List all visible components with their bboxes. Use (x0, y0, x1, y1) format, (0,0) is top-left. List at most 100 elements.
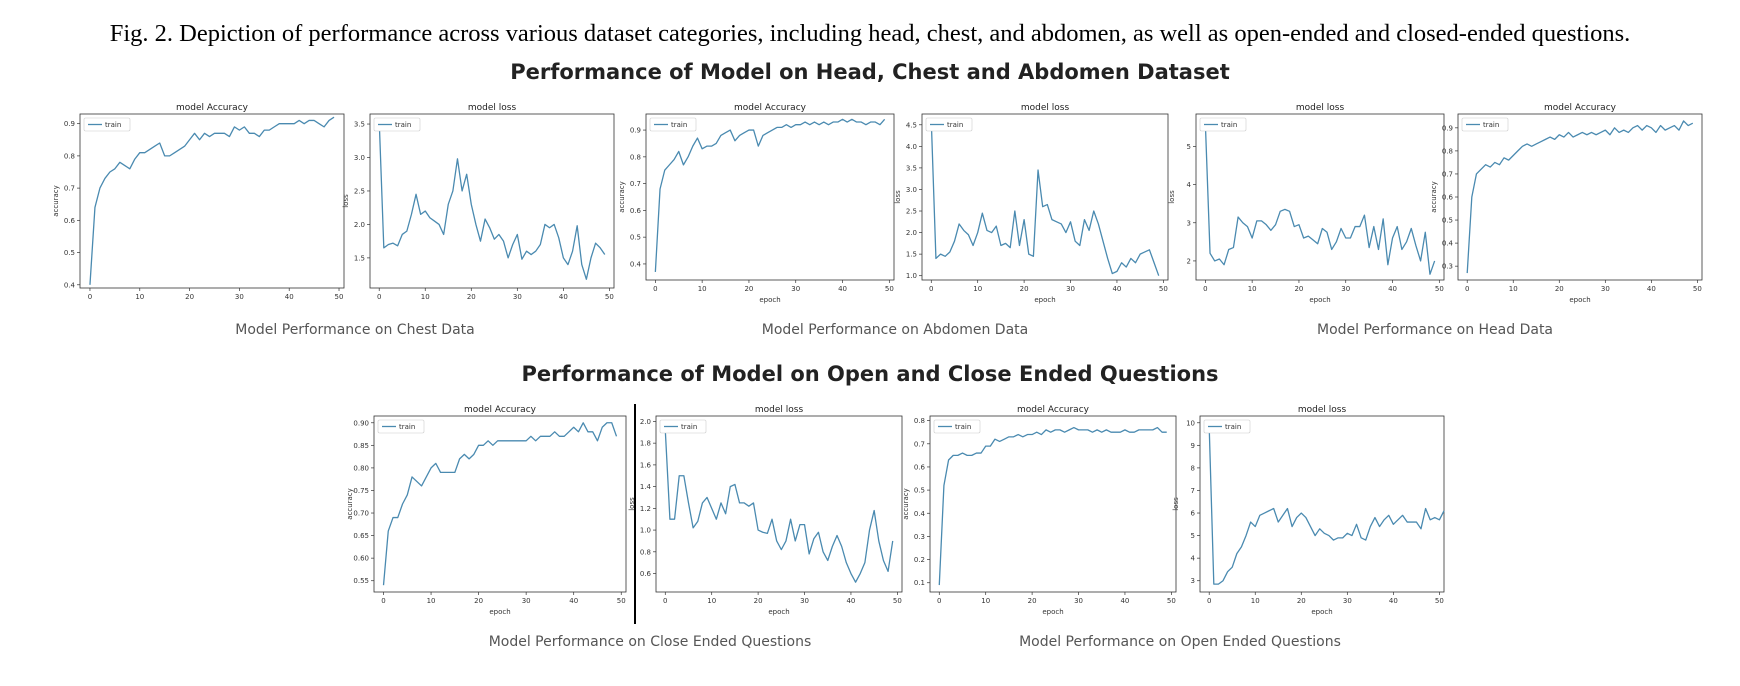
x-tick-label: 30 (1074, 597, 1083, 605)
y-tick-label: 0.4 (64, 281, 76, 289)
x-tick-label: 50 (1159, 285, 1168, 293)
y-tick-label: 0.7 (630, 180, 641, 188)
x-tick-label: 30 (800, 597, 809, 605)
x-tick-label: 50 (1435, 285, 1444, 293)
x-tick-label: 0 (663, 597, 667, 605)
plot-frame (373, 415, 627, 593)
head-accuracy-chart: model Accuracy 0 10 20 30 40 50 0.3 0.4 0.5 0.6 0.7… (1430, 103, 1703, 304)
y-axis-label: accuracy (618, 181, 626, 213)
x-tick-label: 50 (1167, 597, 1176, 605)
y-tick-label: 0.3 (914, 533, 925, 541)
legend-box (649, 117, 697, 132)
plot-frame (369, 113, 615, 289)
y-tick-label: 0.6 (640, 570, 652, 578)
legend-box (1203, 419, 1251, 434)
x-tick-label: 40 (846, 597, 855, 605)
subcaption-head: Model Performance on Head Data (1316, 322, 1554, 338)
y-tick-label: 0.5 (64, 249, 75, 257)
x-axis-label: epoch (1034, 296, 1055, 304)
x-axis-label: epoch (768, 608, 789, 616)
x-tick-label: 30 (513, 293, 522, 301)
x-tick-label: 50 (617, 597, 626, 605)
y-tick-label: 0.8 (1442, 147, 1453, 155)
x-tick-label: 20 (1294, 285, 1303, 293)
train-series-line (1466, 120, 1694, 274)
y-tick-label: 2.0 (906, 229, 917, 237)
x-tick-label: 10 (973, 285, 982, 293)
x-tick-label: 40 (838, 285, 847, 293)
train-series-line (378, 120, 606, 280)
close-accuracy-chart: model Accuracy 0 10 20 30 40 50 0.55 0.60 0.65 0.7… (346, 405, 627, 616)
close-loss-chart: model loss 0 10 20 30 40 50 0.6 0.8 1.0 1.2 1.4 1.6 1… (628, 405, 903, 616)
x-axis-label: epoch (759, 296, 780, 304)
y-tick-label: 1.6 (640, 461, 652, 469)
legend-box (83, 117, 131, 132)
x-tick-label: 10 (1251, 597, 1260, 605)
y-tick-label: 0.75 (353, 487, 369, 495)
legend: train (933, 419, 981, 434)
x-tick-label: 50 (335, 293, 344, 301)
x-tick-label: 20 (754, 597, 763, 605)
y-tick-label: 0.6 (64, 217, 76, 225)
y-tick-label: 0.85 (353, 442, 369, 450)
figure-caption: Fig. 2. Depiction of performance across … (109, 20, 1631, 47)
abdomen-accuracy-chart: model Accuracy 0 10 20 30 40 50 0.4 0.5 0.6 0.7 0.8… (618, 103, 895, 304)
y-tick-label: 0.70 (353, 510, 369, 518)
y-axis-label: loss (342, 194, 350, 208)
x-tick-label: 40 (1388, 285, 1397, 293)
y-tick-label: 8 (1191, 464, 1195, 472)
y-tick-label: 0.5 (630, 234, 641, 242)
plot-frame (79, 113, 345, 289)
y-tick-label: 0.8 (640, 548, 651, 556)
subcaption-open: Model Performance on Open Ended Question… (1019, 634, 1341, 650)
x-tick-label: 20 (1028, 597, 1037, 605)
y-tick-label: 10 (1186, 419, 1195, 427)
y-tick-label: 3 (1187, 219, 1191, 227)
y-tick-label: 0.65 (353, 532, 369, 540)
y-tick-label: 0.8 (630, 153, 641, 161)
x-tick-label: 0 (1465, 285, 1469, 293)
y-tick-label: 1.4 (640, 483, 652, 491)
x-tick-label: 30 (1343, 597, 1352, 605)
x-tick-label: 0 (937, 597, 941, 605)
x-tick-label: 10 (981, 597, 990, 605)
x-tick-label: 20 (185, 293, 194, 301)
x-axis-label: epoch (1569, 296, 1590, 304)
chart-title: model loss (1296, 103, 1345, 113)
chest-accuracy-chart: model Accuracy 0 10 20 30 40 50 0.4 0.5 0.6 0.7 0.8… (52, 103, 345, 301)
chart-title: model loss (1021, 103, 1070, 113)
chart-title: model loss (755, 405, 804, 415)
chart-title: model Accuracy (1544, 103, 1617, 113)
y-tick-label: 1.5 (354, 254, 365, 262)
y-tick-label: 0.7 (64, 185, 75, 193)
legend: train (83, 117, 131, 132)
x-tick-label: 40 (1112, 285, 1121, 293)
train-series-line (664, 430, 894, 583)
y-tick-label: 2.0 (640, 418, 651, 426)
y-tick-label: 0.80 (353, 464, 369, 472)
x-axis-label: epoch (1309, 296, 1330, 304)
y-tick-label: 0.5 (914, 487, 925, 495)
y-axis-label: loss (894, 190, 902, 204)
x-tick-label: 50 (885, 285, 894, 293)
x-tick-label: 40 (1647, 285, 1656, 293)
x-tick-label: 0 (929, 285, 933, 293)
y-tick-label: 0.60 (353, 555, 369, 563)
x-tick-label: 50 (605, 293, 614, 301)
y-tick-label: 3.5 (354, 121, 365, 129)
y-tick-label: 7 (1191, 487, 1195, 495)
x-tick-label: 20 (1555, 285, 1564, 293)
train-series-line (654, 118, 886, 273)
x-tick-label: 20 (467, 293, 476, 301)
plot-frame (921, 113, 1169, 281)
legend: train (377, 419, 425, 434)
x-tick-label: 50 (1435, 597, 1444, 605)
y-tick-label: 5 (1187, 143, 1191, 151)
subcaption-close: Model Performance on Close Ended Questio… (488, 634, 812, 650)
subcaption-abdomen: Model Performance on Abdomen Data (761, 322, 1029, 338)
plot-frame (1457, 113, 1703, 281)
x-tick-label: 20 (1297, 597, 1306, 605)
x-tick-label: 30 (1341, 285, 1350, 293)
section-title-questions: Performance of Model on Open and Close E… (521, 362, 1219, 386)
section-title-datasets: Performance of Model on Head, Chest and … (510, 60, 1230, 84)
